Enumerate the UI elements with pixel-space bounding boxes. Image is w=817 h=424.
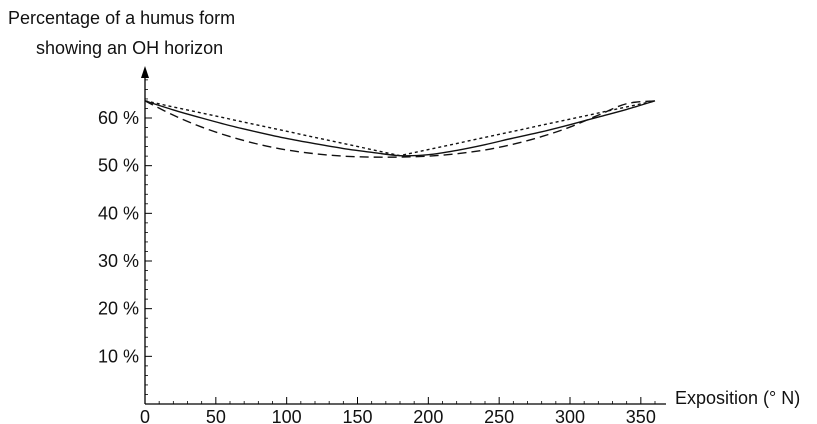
series-line-solid <box>144 100 656 157</box>
y-tick-label: 60 % <box>98 108 139 128</box>
series-line-dashed <box>144 100 656 158</box>
x-tick-label: 50 <box>206 407 226 424</box>
x-tick-label: 0 <box>140 407 150 424</box>
ticks: 10 % 20 % 30 % 40 % 50 % 60 % 0 50 100 150 200 250 3… <box>98 79 656 424</box>
y-tick-label: 20 % <box>98 299 139 319</box>
y-tick-label: 50 % <box>98 156 139 176</box>
x-tick-label: 200 <box>413 407 443 424</box>
y-tick-label: 30 % <box>98 251 139 271</box>
y-axis-title-line1: Percentage of a humus form <box>8 8 235 28</box>
y-tick-label: 10 % <box>98 346 139 366</box>
x-tick-label: 150 <box>342 407 372 424</box>
y-axis-arrow <box>141 66 149 78</box>
x-axis-title: Exposition (° N) <box>675 388 800 408</box>
x-tick-label: 350 <box>626 407 656 424</box>
y-tick-label: 40 % <box>98 203 139 223</box>
x-tick-label: 300 <box>555 407 585 424</box>
series-group <box>144 100 656 158</box>
x-tick-label: 100 <box>272 407 302 424</box>
series-line-dotted <box>144 100 656 157</box>
y-axis-title-line2: showing an OH horizon <box>36 38 223 58</box>
x-tick-label: 250 <box>484 407 514 424</box>
